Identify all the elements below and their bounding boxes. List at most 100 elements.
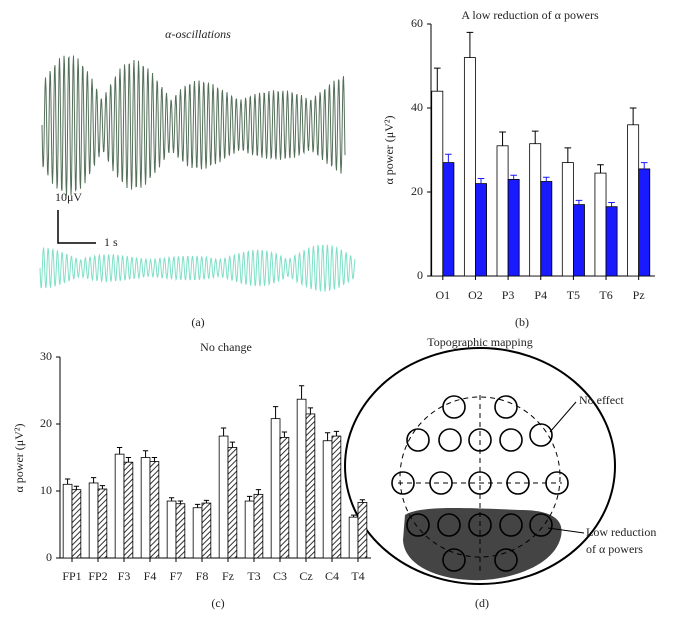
x-tick-label: T3	[247, 569, 260, 583]
x-tick-label: T6	[599, 288, 612, 302]
y-tick-label: 20	[40, 416, 52, 430]
annotation: No effect	[579, 393, 624, 407]
error-bar	[542, 176, 550, 182]
bar	[175, 503, 186, 559]
caption: (a)	[191, 315, 204, 329]
error-bar	[281, 431, 288, 438]
x-tick-label: P4	[534, 288, 547, 302]
x-tick-label: O1	[435, 288, 450, 302]
bar	[357, 501, 368, 559]
error-bar	[477, 178, 485, 184]
error-bar	[194, 503, 201, 508]
x-tick-label: F3	[118, 569, 131, 583]
error-bar	[142, 450, 149, 458]
error-bar	[229, 441, 236, 448]
bar	[442, 162, 455, 277]
error-bar	[203, 499, 210, 504]
chart-title: A low reduction of α powers	[461, 8, 599, 22]
error-bar	[90, 477, 97, 483]
annotation: Low reduction	[586, 525, 656, 539]
eeg-trace	[39, 244, 356, 292]
error-bar	[510, 174, 517, 180]
bar	[192, 507, 203, 559]
error-bar	[575, 199, 583, 205]
x-tick-label: Pz	[633, 288, 645, 302]
error-bar	[125, 457, 132, 463]
error-bar	[246, 495, 253, 502]
caption: (c)	[211, 596, 224, 610]
x-tick-label: F7	[170, 569, 183, 583]
bar	[431, 90, 444, 277]
annotation: of α powers	[586, 542, 643, 556]
scale-label: 10μV	[55, 190, 82, 204]
bar	[540, 181, 553, 277]
error-bar	[597, 164, 604, 174]
bar	[348, 516, 359, 559]
error-bar	[177, 500, 184, 504]
error-bar	[333, 430, 340, 437]
error-bar	[608, 202, 615, 207]
bar	[638, 168, 651, 277]
bar	[305, 413, 316, 559]
error-bar	[73, 485, 80, 490]
bar	[244, 500, 255, 559]
error-bar	[298, 385, 305, 400]
bar	[561, 162, 574, 277]
bar	[605, 206, 618, 277]
y-tick-label: 10	[40, 483, 52, 497]
scale-bar	[57, 210, 96, 244]
y-tick-label: 30	[40, 349, 52, 363]
bar	[270, 418, 281, 559]
error-bar	[433, 67, 441, 92]
bar	[201, 502, 212, 559]
scale-label: 1 s	[104, 235, 118, 249]
error-bar	[99, 485, 106, 489]
bar	[296, 398, 307, 559]
bar	[114, 453, 125, 559]
bar	[218, 435, 229, 559]
x-tick-label: Fz	[222, 569, 234, 583]
y-tick-label: 40	[411, 100, 423, 114]
bar	[463, 57, 476, 277]
error-bar	[307, 407, 314, 414]
error-bar	[151, 457, 158, 462]
bar	[627, 124, 640, 277]
y-axis-label: α power (μV²)	[382, 116, 396, 185]
x-tick-label: T4	[351, 569, 364, 583]
error-bar	[324, 432, 331, 441]
bar	[507, 178, 520, 277]
bar	[166, 500, 177, 559]
x-tick-label: F8	[196, 569, 209, 583]
error-bar	[445, 153, 452, 163]
error-bar	[116, 446, 123, 455]
caption: (d)	[475, 596, 489, 610]
caption: (b)	[515, 315, 529, 329]
eeg-trace	[41, 55, 346, 196]
bar	[496, 145, 509, 277]
error-bar	[64, 478, 71, 485]
error-bar	[629, 107, 637, 125]
diagram-title: Topographic mapping	[427, 335, 532, 349]
bar	[331, 435, 342, 559]
error-bar	[350, 514, 357, 518]
topographic-map	[344, 347, 616, 585]
bar	[149, 461, 160, 559]
bar	[88, 482, 99, 559]
y-tick-label: 0	[46, 550, 52, 564]
bar	[572, 204, 585, 277]
x-tick-label: O2	[468, 288, 483, 302]
bar	[62, 483, 73, 559]
y-tick-label: 20	[411, 184, 423, 198]
x-tick-label: C3	[273, 569, 287, 583]
x-tick-label: Cz	[299, 569, 312, 583]
error-bar	[272, 406, 279, 419]
y-tick-label: 60	[411, 16, 423, 30]
bar	[253, 493, 264, 559]
error-bar	[640, 162, 648, 169]
x-tick-label: FP1	[62, 569, 81, 583]
error-bar	[564, 147, 572, 163]
error-bar	[168, 497, 175, 502]
bar	[140, 457, 151, 559]
bar	[123, 461, 134, 559]
